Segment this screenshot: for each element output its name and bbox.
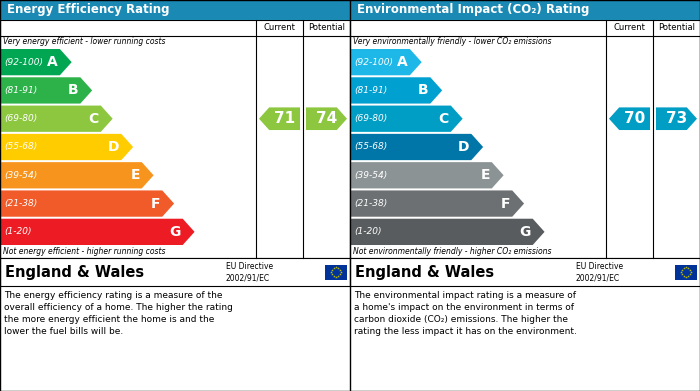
Text: 70: 70 xyxy=(624,111,645,126)
Polygon shape xyxy=(259,108,300,130)
Text: Energy Efficiency Rating: Energy Efficiency Rating xyxy=(7,4,169,16)
Text: Potential: Potential xyxy=(658,23,695,32)
Text: (92-100): (92-100) xyxy=(4,57,43,66)
Text: B: B xyxy=(68,83,78,97)
Bar xyxy=(675,264,697,280)
Text: A: A xyxy=(397,55,408,69)
Polygon shape xyxy=(1,134,133,160)
Text: 71: 71 xyxy=(274,111,295,126)
Polygon shape xyxy=(306,108,347,130)
Polygon shape xyxy=(1,219,195,245)
Text: (39-54): (39-54) xyxy=(4,171,37,180)
Text: C: C xyxy=(89,112,99,126)
Text: Not energy efficient - higher running costs: Not energy efficient - higher running co… xyxy=(3,248,165,256)
Polygon shape xyxy=(351,106,463,132)
Text: G: G xyxy=(169,225,181,239)
Bar xyxy=(325,264,347,280)
Polygon shape xyxy=(351,190,524,217)
Text: D: D xyxy=(458,140,469,154)
Text: G: G xyxy=(519,225,531,239)
Text: (21-38): (21-38) xyxy=(354,199,387,208)
Polygon shape xyxy=(351,134,483,160)
Polygon shape xyxy=(351,219,545,245)
Text: (39-54): (39-54) xyxy=(354,171,387,180)
Bar xyxy=(350,20,700,258)
Polygon shape xyxy=(351,77,442,104)
Text: (1-20): (1-20) xyxy=(354,227,382,236)
Text: F: F xyxy=(150,197,160,211)
Text: (92-100): (92-100) xyxy=(354,57,393,66)
Bar xyxy=(0,20,350,258)
Text: Very energy efficient - lower running costs: Very energy efficient - lower running co… xyxy=(3,38,165,47)
Polygon shape xyxy=(351,162,503,188)
Text: The environmental impact rating is a measure of
a home's impact on the environme: The environmental impact rating is a mea… xyxy=(354,291,577,336)
Polygon shape xyxy=(1,77,92,104)
Polygon shape xyxy=(351,49,421,75)
Text: Not environmentally friendly - higher CO₂ emissions: Not environmentally friendly - higher CO… xyxy=(353,248,552,256)
Text: England & Wales: England & Wales xyxy=(5,264,144,280)
Polygon shape xyxy=(1,162,153,188)
Text: B: B xyxy=(418,83,428,97)
Text: England & Wales: England & Wales xyxy=(355,264,494,280)
Text: The energy efficiency rating is a measure of the
overall efficiency of a home. T: The energy efficiency rating is a measur… xyxy=(4,291,233,336)
Bar xyxy=(350,258,700,286)
Text: E: E xyxy=(480,168,490,182)
Text: Current: Current xyxy=(614,23,645,32)
Polygon shape xyxy=(609,108,650,130)
Bar xyxy=(0,0,350,20)
Text: (69-80): (69-80) xyxy=(4,114,37,123)
Polygon shape xyxy=(656,108,697,130)
Text: (1-20): (1-20) xyxy=(4,227,32,236)
Text: Environmental Impact (CO₂) Rating: Environmental Impact (CO₂) Rating xyxy=(357,4,589,16)
Text: EU Directive
2002/91/EC: EU Directive 2002/91/EC xyxy=(575,262,623,282)
Text: (21-38): (21-38) xyxy=(4,199,37,208)
Bar xyxy=(350,0,700,20)
Text: 74: 74 xyxy=(316,111,337,126)
Bar xyxy=(0,258,350,286)
Text: (81-91): (81-91) xyxy=(4,86,37,95)
Text: 73: 73 xyxy=(666,111,687,126)
Text: D: D xyxy=(108,140,119,154)
Text: (69-80): (69-80) xyxy=(354,114,387,123)
Polygon shape xyxy=(1,106,113,132)
Text: E: E xyxy=(130,168,140,182)
Text: (55-68): (55-68) xyxy=(4,142,37,151)
Text: F: F xyxy=(500,197,510,211)
Text: EU Directive
2002/91/EC: EU Directive 2002/91/EC xyxy=(225,262,273,282)
Polygon shape xyxy=(1,49,71,75)
Text: Current: Current xyxy=(264,23,295,32)
Text: Potential: Potential xyxy=(308,23,345,32)
Text: Very environmentally friendly - lower CO₂ emissions: Very environmentally friendly - lower CO… xyxy=(353,38,552,47)
Text: (55-68): (55-68) xyxy=(354,142,387,151)
Text: (81-91): (81-91) xyxy=(354,86,387,95)
Polygon shape xyxy=(1,190,174,217)
Text: A: A xyxy=(47,55,58,69)
Text: C: C xyxy=(439,112,449,126)
